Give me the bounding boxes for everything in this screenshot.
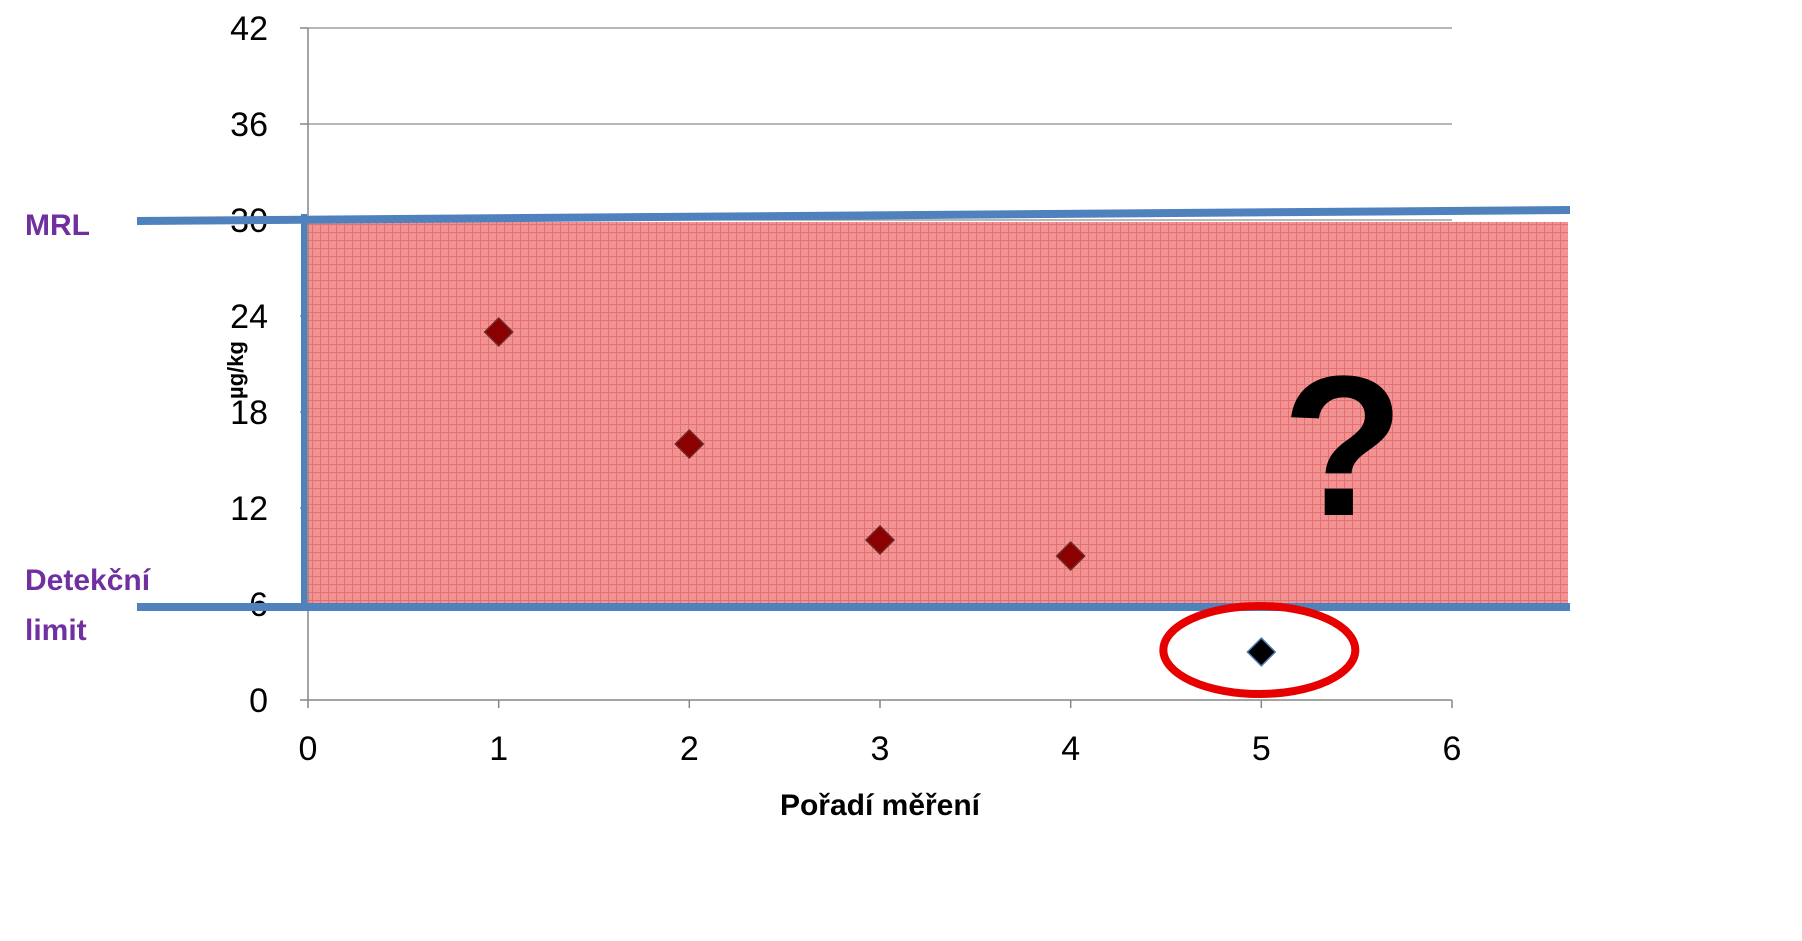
x-tick-label: 2: [680, 730, 699, 768]
mrl-label: MRL: [25, 209, 90, 242]
detection-limit-label-line1: Detekční: [25, 564, 152, 597]
range-band: [303, 222, 1568, 604]
y-tick-label: 0: [249, 682, 268, 720]
y-tick-label: 18: [230, 394, 268, 432]
data-point-marker: [483, 316, 514, 348]
y-tick-label: 12: [230, 490, 268, 528]
x-tick-label: 0: [299, 730, 318, 768]
data-point-marker: [674, 428, 705, 460]
x-axis-title: Pořadí měření: [780, 789, 982, 822]
mrl-line: [136, 206, 1571, 225]
x-tick-label: 1: [489, 730, 508, 768]
data-point-marker: [864, 524, 896, 556]
x-tick-labels: 0 1 2 3 4 5 6: [299, 730, 1462, 768]
data-points: [483, 316, 1277, 668]
highlight-ellipse: [1159, 602, 1360, 698]
y-axis-title: µg/kg: [223, 341, 248, 399]
detection-limit-label-line2: limit: [25, 614, 87, 647]
x-tick-label: 3: [871, 730, 890, 768]
question-mark: ?: [1282, 335, 1404, 558]
data-point-marker: [1246, 636, 1277, 668]
x-tick-label: 4: [1061, 730, 1080, 768]
reference-lines: [136, 206, 1571, 611]
y-tick-label: 24: [230, 298, 268, 336]
x-tick-label: 6: [1443, 730, 1462, 768]
y-tick-label: 36: [230, 106, 268, 144]
data-point-marker: [1055, 540, 1086, 572]
x-tick-label: 5: [1252, 730, 1271, 768]
y-tick-label: 42: [230, 10, 268, 48]
